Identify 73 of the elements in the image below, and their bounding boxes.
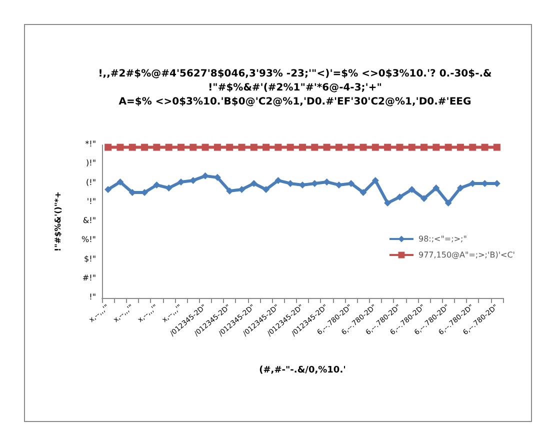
point xyxy=(372,144,379,151)
point xyxy=(153,144,160,151)
point xyxy=(165,144,172,151)
point xyxy=(396,194,404,201)
point xyxy=(226,144,234,151)
point xyxy=(116,144,124,151)
point xyxy=(384,144,392,151)
point xyxy=(469,144,476,151)
point xyxy=(153,181,160,188)
point xyxy=(311,180,318,187)
point xyxy=(408,144,416,151)
point xyxy=(311,144,318,151)
point xyxy=(165,184,172,192)
point xyxy=(456,144,464,151)
point xyxy=(238,144,246,151)
point xyxy=(286,180,294,187)
point xyxy=(444,144,452,151)
point xyxy=(202,144,209,151)
y-axis-title: !"#$%&'()"*+ xyxy=(54,192,62,252)
text: &!" xyxy=(82,216,96,225)
point xyxy=(190,176,197,184)
point xyxy=(274,176,282,184)
point xyxy=(299,144,306,151)
point xyxy=(372,176,379,184)
text: #!" xyxy=(82,273,96,282)
point xyxy=(360,189,367,196)
point xyxy=(348,144,355,151)
point xyxy=(481,144,488,151)
point xyxy=(177,144,184,151)
point xyxy=(384,200,392,207)
point xyxy=(116,178,124,186)
point xyxy=(141,144,148,151)
point xyxy=(286,144,294,151)
point xyxy=(432,144,440,151)
text: )!" xyxy=(86,158,96,168)
point xyxy=(274,144,282,151)
point xyxy=(190,144,197,151)
x-axis-title: (#,#-"-.&/0,%10.' xyxy=(259,366,346,376)
point xyxy=(323,144,330,151)
point xyxy=(420,195,428,202)
point xyxy=(104,144,112,151)
point xyxy=(360,144,367,151)
point xyxy=(299,181,306,188)
point xyxy=(104,186,112,193)
point xyxy=(250,180,258,187)
legend-label: 98:;<"=;>;" xyxy=(418,234,467,244)
point xyxy=(128,144,136,151)
legend-label: 977,150@A"=;>;'B)'<C' xyxy=(418,250,516,260)
point xyxy=(432,184,440,192)
text: *!" xyxy=(85,140,96,148)
point xyxy=(262,186,270,193)
point xyxy=(323,178,330,186)
point xyxy=(444,200,452,207)
text: '!" xyxy=(86,196,96,206)
point xyxy=(396,144,404,151)
point xyxy=(408,186,416,193)
point xyxy=(335,181,342,188)
point xyxy=(456,184,464,192)
point xyxy=(493,144,500,151)
point xyxy=(214,144,221,151)
point xyxy=(335,144,342,151)
text: !" xyxy=(89,292,96,302)
point xyxy=(250,144,258,151)
text: $!" xyxy=(84,254,96,264)
chart-title: !,,#2#$%@#4'5627'8$046,3'93% -23;'"<)'=$% <>0$3%10.'? 0.-30$-.& !"#$%&#'(#2%1"#'*6@-4-3;'+" A=$% <>0$3%10.'B$0@'C2@%1,'D0.#'EF'30'C2@%1,'D0.#'EEG xyxy=(98,68,492,108)
point xyxy=(238,186,246,193)
point xyxy=(202,172,209,180)
text: %!" xyxy=(82,235,96,244)
point xyxy=(177,178,184,186)
text: (!" xyxy=(86,178,96,187)
point xyxy=(262,144,270,151)
point xyxy=(420,144,428,151)
point xyxy=(348,180,355,187)
